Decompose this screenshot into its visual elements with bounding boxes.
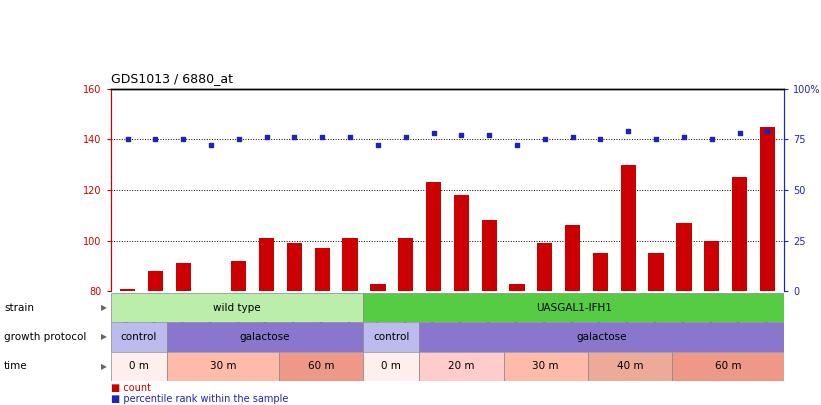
Bar [426,182,441,291]
Point [733,130,746,136]
Point [621,128,635,134]
Text: time: time [4,361,28,371]
Bar [704,241,719,291]
Bar [454,195,469,291]
Bar [111,293,363,322]
Bar [363,322,420,352]
Point [288,134,301,141]
Point [316,134,329,141]
Point [539,136,552,143]
Bar [398,238,413,291]
Text: wild type: wild type [213,303,261,313]
Point [705,136,718,143]
Bar [287,243,302,291]
Point [649,136,663,143]
Bar [672,352,784,381]
Bar [759,127,775,291]
Bar [593,253,608,291]
Bar [732,177,747,291]
Point [399,134,412,141]
Bar [259,238,274,291]
Point [177,136,190,143]
Bar [588,352,672,381]
Bar [565,225,580,291]
Point [677,134,690,141]
Text: ▶: ▶ [101,333,107,341]
Point [149,136,162,143]
Text: control: control [121,332,157,342]
Bar [363,352,420,381]
Text: ■ count: ■ count [111,383,151,393]
Point [232,136,245,143]
Bar [314,248,330,291]
Point [204,142,218,149]
Text: 0 m: 0 m [129,361,149,371]
Text: control: control [374,332,410,342]
Text: ■ percentile rank within the sample: ■ percentile rank within the sample [111,394,288,404]
Text: GDS1013 / 6880_at: GDS1013 / 6880_at [111,72,233,85]
Point [455,132,468,139]
Text: 60 m: 60 m [308,361,334,371]
Bar [537,243,553,291]
Bar [120,289,135,291]
Point [566,134,579,141]
Point [343,134,356,141]
Bar [167,352,279,381]
Point [371,142,384,149]
Bar [342,238,358,291]
Bar [111,352,167,381]
Bar [482,220,497,291]
Point [594,136,607,143]
Text: strain: strain [4,303,34,313]
Text: 40 m: 40 m [617,361,643,371]
Bar [621,164,636,291]
Point [511,142,524,149]
Bar [503,352,588,381]
Bar [370,284,386,291]
Text: 30 m: 30 m [532,361,559,371]
Point [121,136,134,143]
Text: 60 m: 60 m [715,361,741,371]
Text: 0 m: 0 m [382,361,401,371]
Bar [420,322,784,352]
Text: growth protocol: growth protocol [4,332,86,342]
Bar [363,293,784,322]
Bar [279,352,363,381]
Text: UASGAL1-IFH1: UASGAL1-IFH1 [536,303,612,313]
Bar [111,322,167,352]
Point [260,134,273,141]
Bar [677,223,691,291]
Text: ▶: ▶ [101,303,107,312]
Bar [167,322,363,352]
Text: ▶: ▶ [101,362,107,371]
Bar [420,352,503,381]
Point [483,132,496,139]
Bar [148,271,163,291]
Text: 30 m: 30 m [210,361,236,371]
Point [761,128,774,134]
Text: 20 m: 20 m [448,361,475,371]
Text: galactose: galactose [240,332,291,342]
Text: galactose: galactose [576,332,627,342]
Bar [509,284,525,291]
Point [427,130,440,136]
Bar [176,263,190,291]
Bar [649,253,663,291]
Bar [232,261,246,291]
